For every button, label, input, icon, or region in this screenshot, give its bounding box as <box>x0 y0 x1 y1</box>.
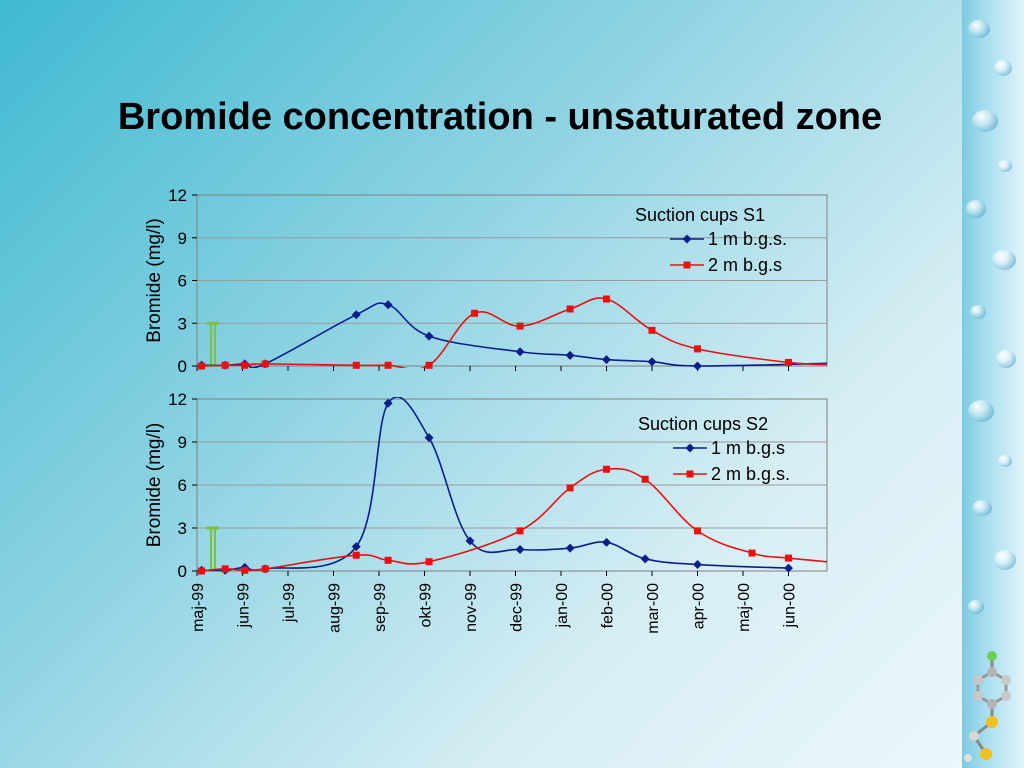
x-tick-label: jun-00 <box>782 583 799 629</box>
data-point-s2 <box>516 527 524 535</box>
data-point-s2 <box>785 358 792 366</box>
y-axis-label: Bromide (mg/l) <box>144 218 165 343</box>
y-tick-label: 3 <box>178 314 187 333</box>
slide-title: Bromide concentration - unsaturated zone <box>117 96 883 138</box>
y-tick-label: 9 <box>178 229 187 248</box>
data-point-s1 <box>351 310 361 320</box>
data-point-s1 <box>565 350 575 360</box>
legend-marker <box>682 234 692 244</box>
data-point-s2 <box>261 360 269 368</box>
data-point-s2 <box>516 322 524 330</box>
data-point-s1 <box>465 536 475 546</box>
data-point-s2 <box>694 345 701 353</box>
x-tick-label: jun-99 <box>236 583 253 629</box>
data-point-s1 <box>602 537 611 547</box>
x-tick-label: sep-99 <box>372 583 389 632</box>
legend-marker <box>683 261 691 269</box>
data-point-s2 <box>352 551 360 559</box>
data-point-s2 <box>221 565 229 573</box>
data-point-s2 <box>566 484 574 492</box>
legend-entry: 1 m b.g.s. <box>708 229 787 249</box>
data-point-s2 <box>785 554 792 562</box>
data-point-s1 <box>565 543 575 553</box>
x-tick-label: okt-99 <box>418 583 435 628</box>
y-tick-label: 0 <box>178 562 187 581</box>
data-point-s2 <box>198 362 206 370</box>
data-point-s1 <box>784 563 793 573</box>
y-tick-label: 3 <box>178 519 187 538</box>
data-point-s2 <box>425 558 433 566</box>
y-tick-label: 12 <box>168 186 187 205</box>
legend-marker <box>686 470 694 478</box>
series-line-1 <box>201 397 789 572</box>
data-point-s2 <box>198 567 206 575</box>
data-point-s2 <box>221 361 229 369</box>
data-point-s2 <box>352 361 360 369</box>
data-point-s1 <box>424 433 434 443</box>
data-point-s2 <box>641 475 649 483</box>
legend-entry: 2 m b.g.s. <box>711 464 790 484</box>
data-point-s2 <box>241 361 249 369</box>
x-tick-label: jul-99 <box>281 583 298 623</box>
data-point-s1 <box>640 554 650 564</box>
molecule-icon <box>964 651 1011 762</box>
x-tick-label: jan-00 <box>554 583 571 629</box>
x-tick-label: maj-00 <box>736 583 753 632</box>
data-point-s2 <box>241 566 249 574</box>
x-tick-label: dec-99 <box>509 583 526 632</box>
y-tick-label: 6 <box>178 476 187 495</box>
x-tick-label: maj-99 <box>190 583 207 632</box>
data-point-s1 <box>693 361 702 371</box>
y-tick-label: 0 <box>178 357 187 376</box>
y-tick-label: 9 <box>178 433 187 452</box>
data-point-s2 <box>603 465 610 473</box>
data-point-s2 <box>566 305 574 313</box>
data-point-s1 <box>351 542 361 552</box>
data-point-s1 <box>383 300 393 310</box>
data-point-s1 <box>424 331 434 341</box>
y-tick-label: 6 <box>178 272 187 291</box>
x-tick-label: nov-99 <box>463 583 480 632</box>
y-axis-label: Bromide (mg/l) <box>144 423 165 548</box>
data-point-s2 <box>603 295 610 303</box>
legend-marker <box>685 443 695 453</box>
y-tick-label: 12 <box>168 390 187 409</box>
series-line-1 <box>201 302 827 368</box>
legend-entry: 2 m b.g.s <box>708 255 782 275</box>
data-point-s1 <box>515 545 525 554</box>
data-point-s1 <box>383 398 393 408</box>
series-line-2 <box>201 297 827 368</box>
x-tick-label: mar-00 <box>645 583 662 634</box>
data-point-s1 <box>515 347 525 357</box>
data-point-s2 <box>384 556 392 564</box>
data-point-s2 <box>694 527 701 535</box>
data-point-s1 <box>647 357 657 367</box>
data-point-s2 <box>384 361 392 369</box>
data-point-s2 <box>471 309 479 317</box>
data-point-s1 <box>693 560 702 570</box>
data-point-s2 <box>425 361 433 369</box>
legend-entry: 1 m b.g.s <box>711 438 785 458</box>
x-tick-label: apr-00 <box>691 583 708 629</box>
legend-title: Suction cups S1 <box>635 205 765 225</box>
x-tick-label: feb-00 <box>600 583 617 628</box>
data-point-s2 <box>748 549 756 557</box>
data-point-s2 <box>648 326 656 334</box>
legend-title: Suction cups S2 <box>638 414 768 434</box>
data-point-s1 <box>602 355 611 365</box>
data-point-s2 <box>261 565 269 573</box>
water-drops-decoration <box>962 0 1024 768</box>
x-tick-label: aug-99 <box>327 583 344 633</box>
